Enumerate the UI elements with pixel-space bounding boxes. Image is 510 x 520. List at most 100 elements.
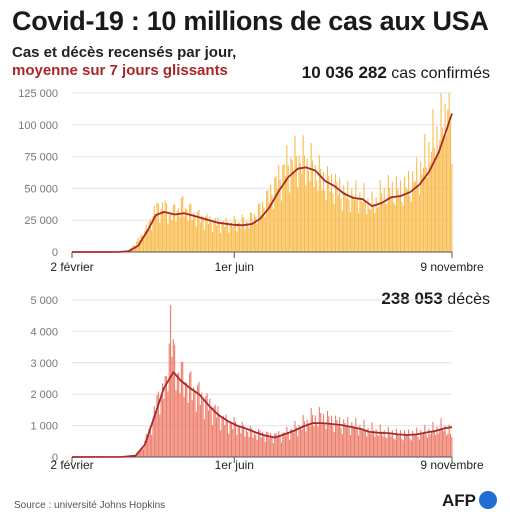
daily-bar <box>252 224 254 252</box>
daily-bar <box>210 406 212 457</box>
daily-bar <box>349 435 351 457</box>
daily-bar <box>207 224 209 252</box>
daily-bar <box>376 435 379 457</box>
daily-bar <box>151 434 153 457</box>
daily-bar <box>247 222 249 252</box>
daily-bar <box>174 344 176 457</box>
daily-bar <box>232 227 234 252</box>
daily-bar <box>140 235 142 252</box>
daily-bar <box>190 203 192 252</box>
daily-bar <box>211 425 214 457</box>
daily-bar <box>224 227 226 252</box>
daily-bar <box>309 180 311 252</box>
daily-bar <box>286 145 288 252</box>
daily-bar <box>266 431 268 457</box>
daily-bar <box>287 165 289 252</box>
daily-bar <box>266 191 268 252</box>
daily-bar <box>439 430 441 457</box>
daily-bar <box>228 433 230 457</box>
daily-bar <box>382 203 384 252</box>
daily-bar <box>449 122 452 252</box>
daily-bar <box>167 223 169 252</box>
daily-bar <box>295 427 297 457</box>
y-tick-label: 25 000 <box>24 215 58 227</box>
afp-logo: AFP <box>442 491 497 510</box>
y-tick-label: 0 <box>52 247 58 259</box>
daily-bar <box>205 396 207 457</box>
daily-bar <box>270 432 272 457</box>
cases-chart: 0 25 000 50 000 75 000 100 000 125 000 2 févri… <box>18 88 484 274</box>
daily-bar <box>360 429 362 457</box>
daily-bar <box>324 423 326 457</box>
daily-bar <box>340 198 342 252</box>
daily-bar <box>226 419 228 457</box>
daily-bar <box>435 161 437 252</box>
y-tick-label: 0 <box>52 452 58 464</box>
daily-bar <box>282 165 284 252</box>
daily-bar <box>274 433 276 457</box>
daily-bar <box>188 204 191 252</box>
daily-bar <box>151 230 153 252</box>
daily-bar <box>310 143 312 252</box>
daily-bar <box>229 223 231 252</box>
daily-bar <box>175 221 177 252</box>
daily-bar <box>325 428 327 457</box>
daily-bar <box>217 406 219 457</box>
daily-bar <box>193 212 195 252</box>
daily-bar <box>397 188 399 252</box>
daily-bar <box>386 437 388 457</box>
daily-bar <box>333 431 335 457</box>
daily-bar <box>294 135 296 252</box>
daily-bar <box>199 404 201 457</box>
daily-bar <box>397 433 399 457</box>
daily-bar <box>337 194 339 252</box>
daily-bar <box>175 390 177 457</box>
daily-bar <box>317 426 319 457</box>
daily-bar <box>171 356 173 457</box>
daily-bar <box>314 415 316 457</box>
daily-bar <box>402 205 404 252</box>
daily-bar <box>252 437 254 457</box>
y-tick-label: 2 000 <box>30 389 58 401</box>
daily-bar <box>280 442 283 457</box>
daily-bar <box>322 172 324 252</box>
daily-bar <box>405 434 407 457</box>
chart-subtitle: Cas et décès recensés par jour, <box>12 44 237 61</box>
daily-bar <box>176 211 178 252</box>
daily-bar <box>180 362 182 457</box>
daily-bar <box>406 189 408 252</box>
daily-bar <box>368 433 370 457</box>
daily-bar <box>370 433 372 457</box>
cases-total-label: cas confirmés <box>391 65 490 82</box>
daily-bar <box>262 432 264 457</box>
daily-bar <box>167 391 169 457</box>
daily-bar <box>422 433 425 457</box>
daily-bar <box>220 430 222 457</box>
daily-bar <box>161 202 164 252</box>
daily-bar <box>165 376 168 457</box>
daily-bar <box>425 167 427 252</box>
daily-bar <box>222 415 224 457</box>
daily-bar <box>278 164 280 252</box>
y-tick-label: 4 000 <box>30 326 58 338</box>
daily-bar <box>201 215 203 252</box>
daily-bar <box>180 198 182 252</box>
daily-bar <box>294 420 296 457</box>
daily-bar <box>237 426 239 457</box>
daily-bar <box>371 191 373 252</box>
daily-bar <box>198 209 200 252</box>
cases-total-value: 10 036 282 <box>301 63 387 82</box>
daily-bar <box>431 151 433 252</box>
daily-bar <box>422 167 425 252</box>
daily-bar <box>210 220 212 252</box>
daily-bar <box>182 361 184 457</box>
daily-bar <box>307 423 310 457</box>
daily-bar <box>389 432 391 457</box>
daily-bar <box>428 428 430 457</box>
daily-bar <box>274 177 276 252</box>
daily-bar <box>234 219 237 252</box>
source-note: Source : université Johns Hopkins <box>14 500 166 511</box>
daily-bar <box>218 222 220 252</box>
daily-bar <box>186 209 188 252</box>
daily-bar <box>244 436 246 457</box>
